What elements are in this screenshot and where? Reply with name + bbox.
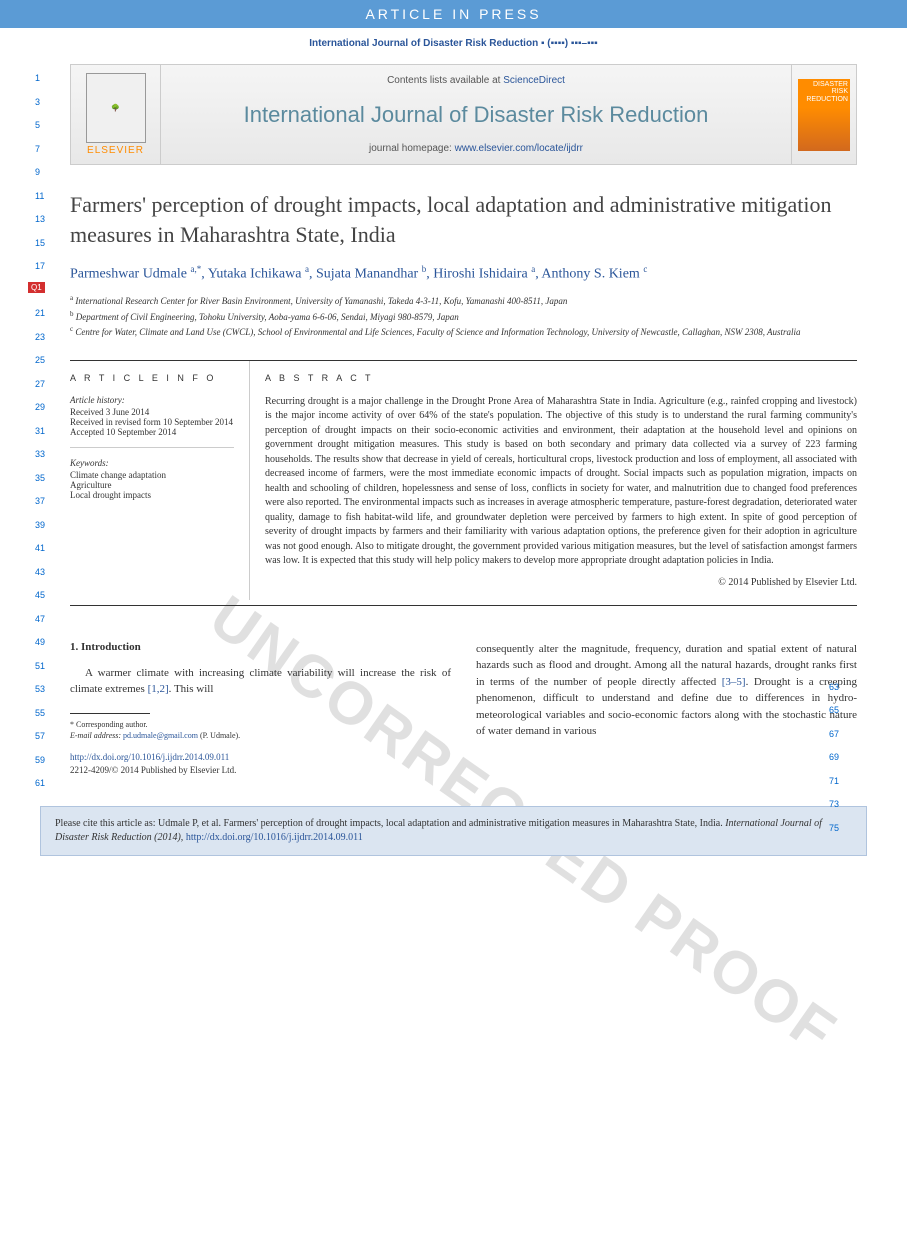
affiliations: a International Research Center for Rive… — [70, 293, 857, 340]
line-number: 65 — [829, 706, 839, 715]
journal-cover: DISASTER RISK REDUCTION — [791, 65, 856, 164]
copyright: © 2014 Published by Elsevier Ltd. — [265, 577, 857, 588]
journal-reference: International Journal of Disaster Risk R… — [0, 28, 907, 59]
accepted-date: Accepted 10 September 2014 — [70, 427, 234, 437]
ref-3-5[interactable]: [3–5] — [722, 676, 746, 688]
doi-block: http://dx.doi.org/10.1016/j.ijdrr.2014.0… — [70, 751, 451, 776]
homepage-link[interactable]: www.elsevier.com/locate/ijdrr — [455, 143, 583, 154]
issn-line: 2212-4209/© 2014 Published by Elsevier L… — [70, 765, 236, 775]
abstract-text: Recurring drought is a major challenge i… — [265, 395, 857, 569]
affiliation-line: b Department of Civil Engineering, Tohok… — [70, 309, 857, 325]
intro-text-post: . This will — [169, 683, 214, 695]
footnote-separator — [70, 713, 150, 714]
email-line: E-mail address: pd.udmale@gmail.com (P. … — [70, 730, 451, 741]
email-suffix: (P. Udmale). — [198, 731, 240, 740]
keyword: Local drought impacts — [70, 490, 234, 500]
doi-link[interactable]: http://dx.doi.org/10.1016/j.ijdrr.2014.0… — [70, 752, 229, 762]
email-link[interactable]: pd.udmale@gmail.com — [123, 731, 198, 740]
email-label: E-mail address: — [70, 731, 123, 740]
sciencedirect-link[interactable]: ScienceDirect — [503, 75, 565, 86]
elsevier-text: ELSEVIER — [87, 145, 144, 156]
line-number: 71 — [829, 777, 839, 786]
elsevier-logo: 🌳 ELSEVIER — [71, 65, 161, 164]
article-in-press-banner: ARTICLE IN PRESS — [0, 0, 907, 28]
keywords-label: Keywords: — [70, 458, 234, 468]
homepage-line: journal homepage: www.elsevier.com/locat… — [176, 143, 776, 154]
ref-1-2[interactable]: [1,2] — [148, 683, 169, 695]
intro-text-pre: A warmer climate with increasing climate… — [70, 667, 451, 696]
introduction-heading: 1. Introduction — [70, 641, 451, 653]
citation-link[interactable]: http://dx.doi.org/10.1016/j.ijdrr.2014.0… — [186, 832, 363, 843]
line-number: 67 — [829, 730, 839, 739]
line-number: 73 — [829, 800, 839, 809]
line-number: 9 — [35, 168, 45, 177]
line-number: 69 — [829, 753, 839, 762]
line-number: 3 — [35, 98, 45, 107]
q1-badge: Q1 — [28, 282, 45, 293]
line-number: 7 — [35, 145, 45, 154]
line-number: 1 — [35, 74, 45, 83]
citation-pre: Please cite this article as: Udmale P, e… — [55, 818, 725, 829]
journal-header-box: 🌳 ELSEVIER Contents lists available at S… — [70, 64, 857, 165]
keyword: Agriculture — [70, 480, 234, 490]
column-right: consequently alter the magnitude, freque… — [476, 641, 857, 777]
affiliation-line: a International Research Center for Rive… — [70, 293, 857, 309]
info-abstract-row: A R T I C L E I N F O Article history: R… — [70, 360, 857, 600]
line-number: 63 — [829, 683, 839, 692]
cover-thumbnail: DISASTER RISK REDUCTION — [798, 79, 850, 151]
received-date: Received 3 June 2014 — [70, 407, 234, 417]
article-history: Article history: Received 3 June 2014 Re… — [70, 395, 234, 448]
line-number: 61 — [35, 779, 45, 788]
abstract-heading: A B S T R A C T — [265, 373, 857, 383]
header-center: Contents lists available at ScienceDirec… — [161, 65, 791, 164]
corresponding-author: * Corresponding author. — [70, 719, 451, 730]
column-left: 1. Introduction A warmer climate with in… — [70, 641, 451, 777]
article-title: Farmers' perception of drought impacts, … — [70, 190, 857, 249]
body-columns: 1. Introduction A warmer climate with in… — [70, 641, 857, 777]
authors: Parmeshwar Udmale a,*, Yutaka Ichikawa a… — [70, 264, 857, 283]
contents-available-line: Contents lists available at ScienceDirec… — [176, 75, 776, 86]
line-numbers-right: 63 65 67 69 71 73 75 — [829, 683, 839, 848]
line-number: 75 — [829, 824, 839, 833]
intro-para-1: A warmer climate with increasing climate… — [70, 665, 451, 698]
article-info-heading: A R T I C L E I N F O — [70, 373, 234, 383]
history-label: Article history: — [70, 395, 234, 405]
elsevier-tree-icon: 🌳 — [86, 73, 146, 143]
keywords-block: Keywords: Climate change adaptationAgric… — [70, 458, 234, 500]
keyword: Climate change adaptation — [70, 470, 234, 480]
content-area: UNCORRECTED PROOF Farmers' perception of… — [0, 190, 907, 776]
journal-title: International Journal of Disaster Risk R… — [176, 102, 776, 128]
line-number: 5 — [35, 121, 45, 130]
homepage-prefix: journal homepage: — [369, 143, 455, 154]
contents-prefix: Contents lists available at — [387, 75, 503, 86]
revised-date: Received in revised form 10 September 20… — [70, 417, 234, 427]
affiliation-line: c Centre for Water, Climate and Land Use… — [70, 324, 857, 340]
abstract-divider — [70, 605, 857, 606]
article-info: A R T I C L E I N F O Article history: R… — [70, 361, 250, 600]
citation-box: Please cite this article as: Udmale P, e… — [40, 806, 867, 856]
intro-para-2: consequently alter the magnitude, freque… — [476, 641, 857, 740]
abstract: A B S T R A C T Recurring drought is a m… — [250, 361, 857, 600]
